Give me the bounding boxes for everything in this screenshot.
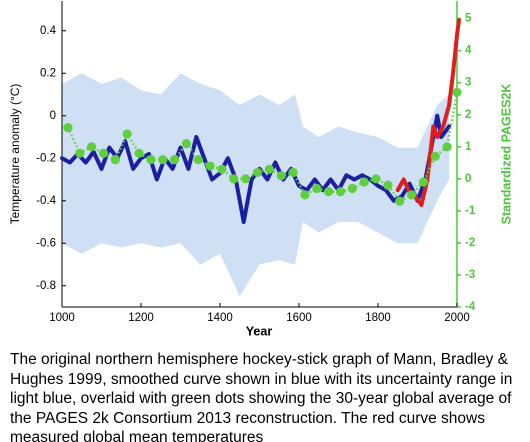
y2-tick-label: -4 [465, 301, 476, 313]
dot [75, 148, 85, 158]
dot [122, 129, 132, 139]
y2-tick-label: 1 [465, 141, 472, 153]
x-axis-label: Year [246, 324, 273, 338]
dot [98, 148, 109, 158]
dot [241, 174, 251, 184]
dot [252, 167, 263, 178]
y-axis-label: Temperature anomaly (°C) [8, 84, 22, 225]
y2-tick-label: -2 [465, 237, 475, 249]
dot [205, 161, 215, 171]
dot [134, 148, 144, 158]
x-tick-label: 1200 [128, 312, 154, 324]
x-tick-label: 1000 [49, 312, 75, 324]
y-tick-label: -0.8 [36, 280, 56, 292]
dot [288, 167, 298, 178]
dot [87, 142, 97, 152]
dot [110, 155, 120, 165]
x-tick-label: 1800 [365, 312, 391, 324]
dot [217, 164, 227, 174]
dot [335, 187, 346, 197]
y2-tick-label: 4 [465, 45, 472, 57]
caption: The original northern hemisphere hockey-… [10, 351, 513, 442]
x-tick-label: 1400 [207, 312, 233, 324]
y2-tick-label: -1 [465, 205, 476, 217]
dot [146, 155, 156, 165]
y2-tick-label: 2 [465, 109, 471, 121]
dot [181, 138, 192, 149]
y2-axis-label: Standardized PAGES2K [499, 84, 513, 225]
y-tick-label: 0.2 [40, 67, 56, 79]
dot [193, 155, 203, 165]
dot [63, 122, 73, 133]
dot [324, 187, 334, 197]
dot [300, 190, 310, 200]
dot [430, 151, 440, 162]
y-tick-label: 0.4 [40, 25, 57, 37]
dot [158, 155, 168, 165]
y-tick-label: 0 [50, 110, 56, 122]
chart: Year Temperature anomaly (°C) Standardiz… [8, 1, 513, 338]
dot [276, 171, 286, 181]
dot [406, 190, 417, 200]
y2-tick-label: 0 [465, 173, 471, 185]
dot [229, 174, 239, 184]
dot [169, 155, 180, 165]
y-tick-label: -0.4 [36, 195, 56, 207]
dotted-line [66, 92, 459, 203]
dot [264, 164, 274, 174]
dot [442, 142, 452, 152]
dot [418, 177, 429, 187]
y-tick-label: -0.2 [36, 152, 56, 164]
dot [371, 174, 381, 184]
dot [312, 183, 322, 194]
y-tick-label: -0.6 [36, 237, 56, 249]
dot [383, 180, 393, 190]
y2-tick-label: 5 [465, 13, 472, 25]
y2-tick-label: 3 [465, 77, 471, 89]
x-tick-label: 2000 [444, 312, 470, 324]
x-tick-label: 1600 [286, 312, 312, 324]
uncertainty-band [62, 73, 450, 297]
dot [452, 87, 462, 97]
y2-tick-label: -3 [465, 269, 475, 281]
dot [347, 183, 357, 194]
dot [359, 177, 369, 187]
dot [395, 196, 405, 206]
